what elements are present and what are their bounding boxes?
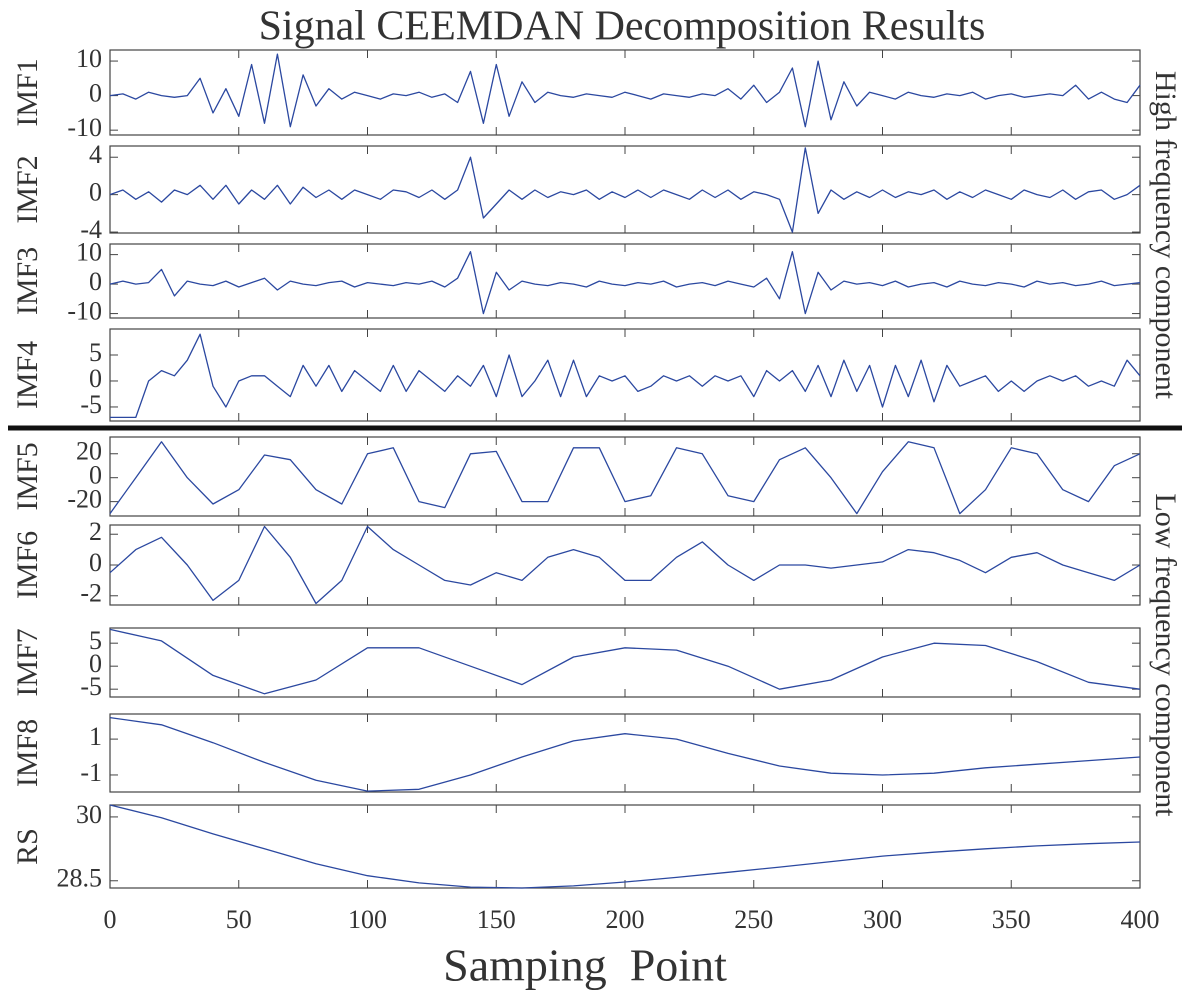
y-axis-label: IMF1 (11, 58, 44, 126)
x-tick-label: 350 (992, 905, 1031, 934)
x-tick-label: 400 (1121, 905, 1160, 934)
y-axis-label: IMF8 (11, 719, 44, 787)
signal-line (109, 628, 1141, 695)
signal-line (109, 441, 1141, 515)
x-tick-label: 200 (606, 905, 645, 934)
side-label: Low frequency component (1149, 493, 1182, 817)
y-tick-label: 0 (89, 649, 102, 678)
y-tick-label: 4 (89, 140, 102, 169)
y-tick-label: 2 (89, 517, 102, 546)
y-axis-label: IMF2 (11, 155, 44, 223)
y-tick-label: -20 (67, 485, 102, 514)
x-tick-label: 50 (226, 905, 252, 934)
y-tick-label: 20 (76, 437, 102, 466)
y-tick-label: 0 (89, 178, 102, 207)
x-tick-label: 150 (477, 905, 516, 934)
y-tick-label: 30 (76, 800, 102, 829)
y-tick-label: 10 (76, 238, 102, 267)
y-tick-label: 5 (89, 338, 102, 367)
signal-line (109, 804, 1141, 889)
y-tick-label: -1 (80, 758, 102, 787)
x-tick-label: 0 (104, 905, 117, 934)
side-label: High frequency component (1149, 71, 1182, 400)
y-tick-label: 0 (89, 548, 102, 577)
y-axis-label: IMF4 (11, 341, 44, 409)
y-tick-label: 1 (89, 722, 102, 751)
signal-line (109, 147, 1141, 233)
x-tick-label: 100 (348, 905, 387, 934)
chart-title: Signal CEEMDAN Decomposition Results (259, 4, 986, 50)
y-tick-label: -4 (80, 215, 102, 244)
y-tick-label: -5 (80, 390, 102, 419)
y-tick-label: -10 (67, 113, 102, 142)
y-axis-label: IMF5 (11, 442, 44, 510)
y-tick-label: 5 (89, 626, 102, 655)
y-tick-label: -5 (80, 672, 102, 701)
y-axis-label: IMF6 (11, 531, 44, 599)
y-axis-label: RS (11, 828, 44, 865)
y-axis-label: IMF7 (11, 628, 44, 696)
x-tick-label: 300 (863, 905, 902, 934)
signal-line (110, 333, 1141, 419)
y-axis-label: IMF3 (11, 247, 44, 315)
signal-line (109, 251, 1141, 315)
y-tick-label: -10 (67, 297, 102, 326)
signal-line (109, 525, 1141, 605)
y-tick-label: 10 (76, 44, 102, 73)
y-tick-label: 28.5 (57, 864, 103, 893)
x-tick-label: 250 (734, 905, 773, 934)
y-tick-label: 0 (89, 267, 102, 296)
y-tick-label: 0 (89, 461, 102, 490)
y-tick-label: -2 (80, 579, 102, 608)
x-axis-label: Samping Point (443, 940, 727, 991)
signal-line (109, 53, 1141, 128)
y-tick-label: 0 (89, 364, 102, 393)
y-tick-label: 0 (89, 79, 102, 108)
signal-line (109, 716, 1141, 792)
